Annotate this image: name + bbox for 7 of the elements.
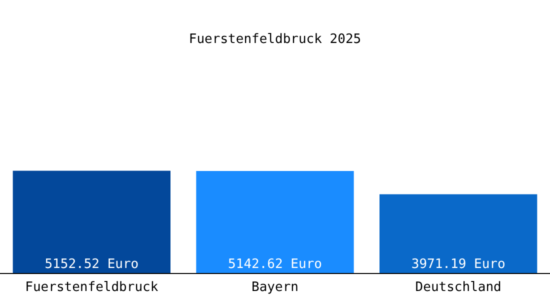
x-tick-label: Bayern	[252, 280, 298, 295]
x-tick-label: Fuerstenfeldbruck	[25, 280, 158, 295]
data-label: 3971.19 Euro	[411, 257, 506, 272]
data-label: 5142.62 Euro	[228, 257, 322, 272]
chart-title: Fuerstenfeldbruck 2025	[188, 32, 362, 47]
data-label: 5152.52 Euro	[44, 257, 139, 272]
x-tick-label: Deutschland	[415, 280, 502, 295]
